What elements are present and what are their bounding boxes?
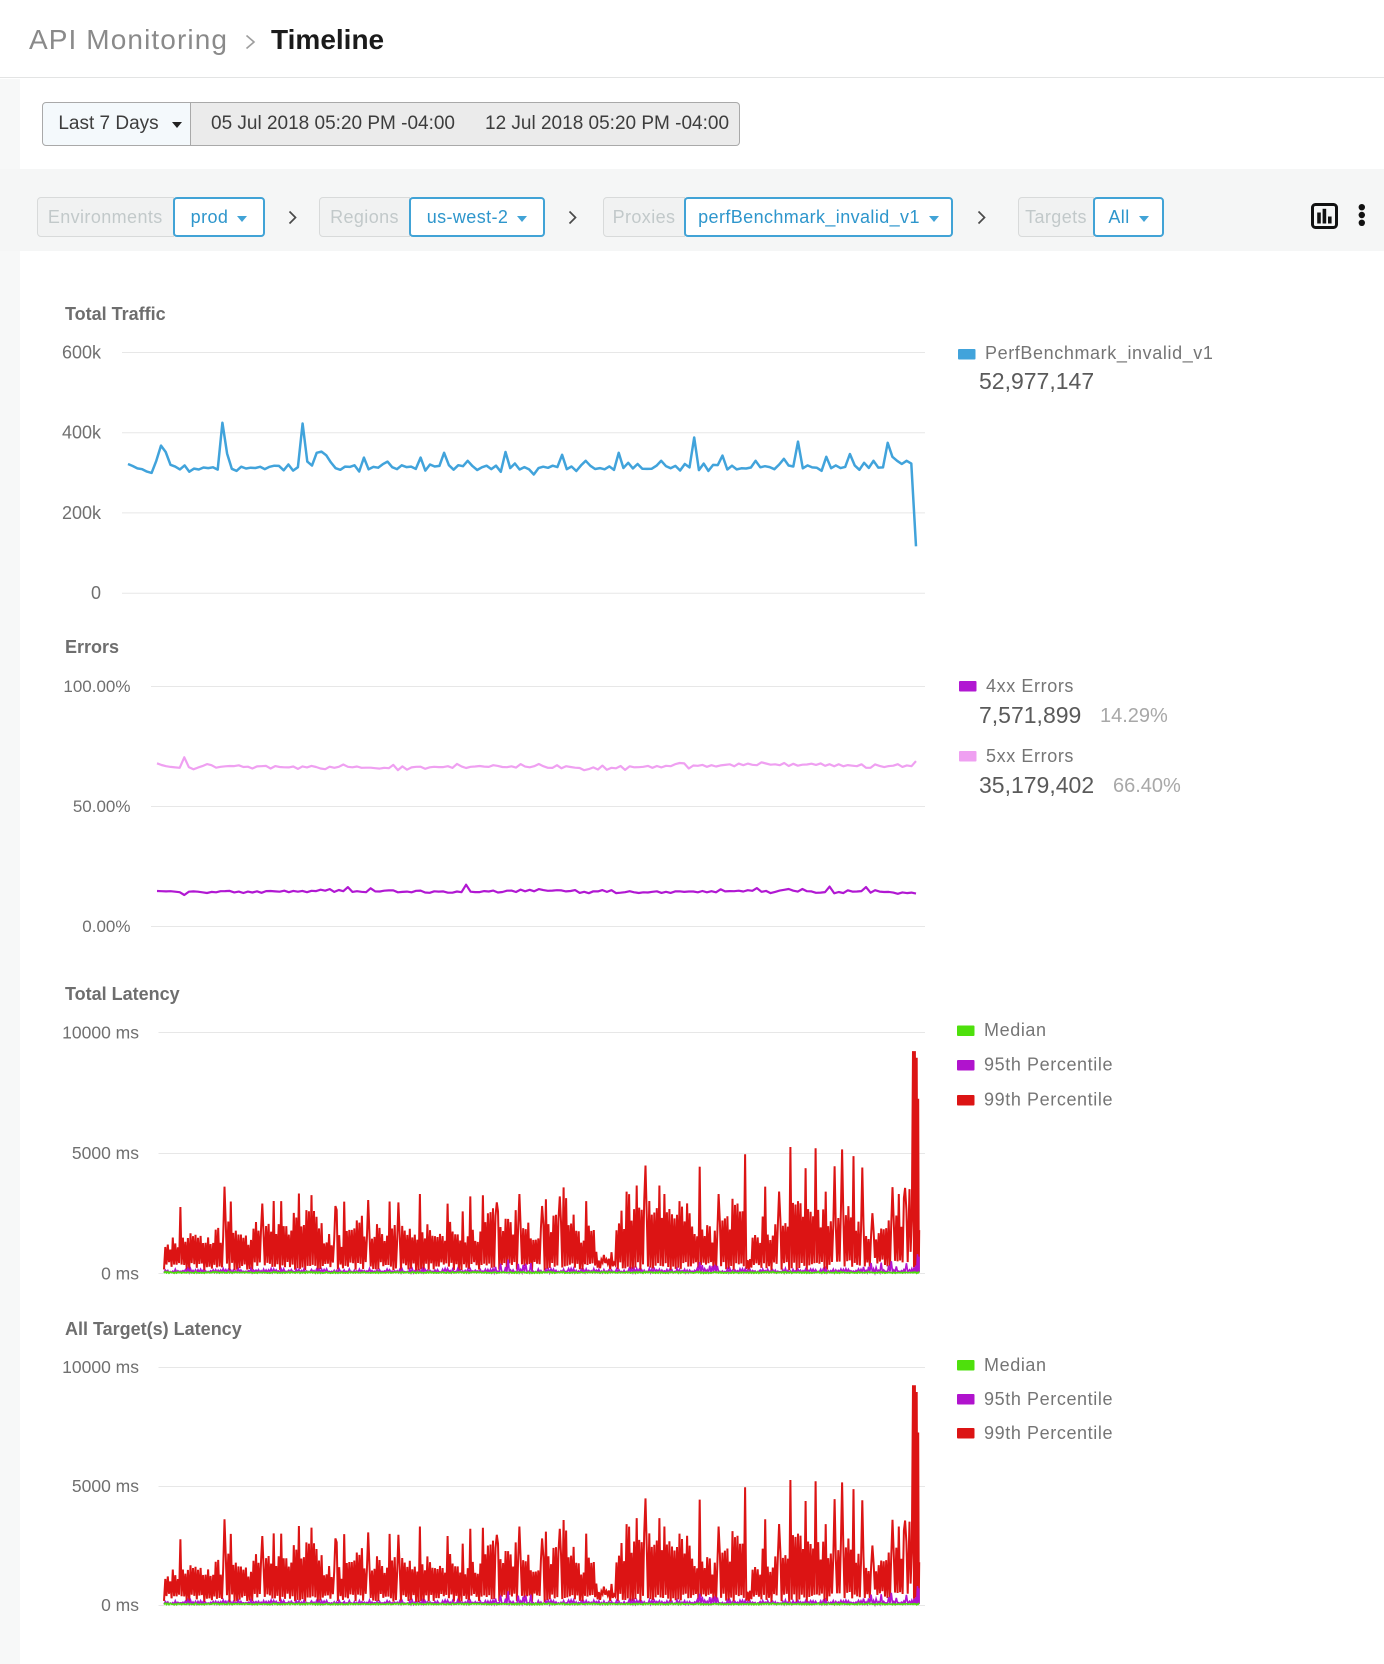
svg-text:5xx Errors: 5xx Errors: [986, 746, 1074, 766]
svg-text:95th Percentile: 95th Percentile: [984, 1055, 1113, 1075]
svg-text:95th Percentile: 95th Percentile: [984, 1389, 1113, 1409]
svg-text:Total Traffic: Total Traffic: [65, 304, 166, 324]
svg-text:600k: 600k: [62, 343, 102, 363]
svg-text:99th Percentile: 99th Percentile: [984, 1090, 1113, 1110]
svg-text:0.00%: 0.00%: [82, 917, 130, 936]
svg-text:4xx Errors: 4xx Errors: [986, 676, 1074, 696]
svg-text:100.00%: 100.00%: [63, 677, 130, 696]
svg-text:5000 ms: 5000 ms: [72, 1476, 139, 1496]
svg-text:PerfBenchmark_invalid_v1: PerfBenchmark_invalid_v1: [985, 343, 1214, 364]
svg-text:35,179,402: 35,179,402: [979, 772, 1094, 798]
svg-text:All Target(s) Latency: All Target(s) Latency: [65, 1319, 242, 1339]
svg-text:99th Percentile: 99th Percentile: [984, 1423, 1113, 1443]
svg-text:Errors: Errors: [65, 637, 119, 657]
svg-text:Total Latency: Total Latency: [65, 984, 180, 1004]
svg-text:66.40%: 66.40%: [1113, 775, 1181, 797]
svg-text:0: 0: [91, 583, 101, 603]
svg-text:52,977,147: 52,977,147: [979, 368, 1094, 394]
svg-text:7,571,899: 7,571,899: [979, 702, 1081, 728]
svg-text:10000 ms: 10000 ms: [62, 1357, 139, 1377]
svg-text:Median: Median: [984, 1355, 1047, 1375]
svg-text:50.00%: 50.00%: [73, 797, 131, 816]
svg-text:10000 ms: 10000 ms: [62, 1023, 139, 1043]
svg-text:Median: Median: [984, 1020, 1047, 1040]
svg-text:5000 ms: 5000 ms: [72, 1143, 139, 1163]
svg-text:200k: 200k: [62, 503, 102, 523]
svg-text:0 ms: 0 ms: [101, 1595, 139, 1615]
svg-text:400k: 400k: [62, 423, 102, 443]
svg-text:0 ms: 0 ms: [101, 1264, 139, 1284]
svg-text:14.29%: 14.29%: [1100, 705, 1168, 727]
